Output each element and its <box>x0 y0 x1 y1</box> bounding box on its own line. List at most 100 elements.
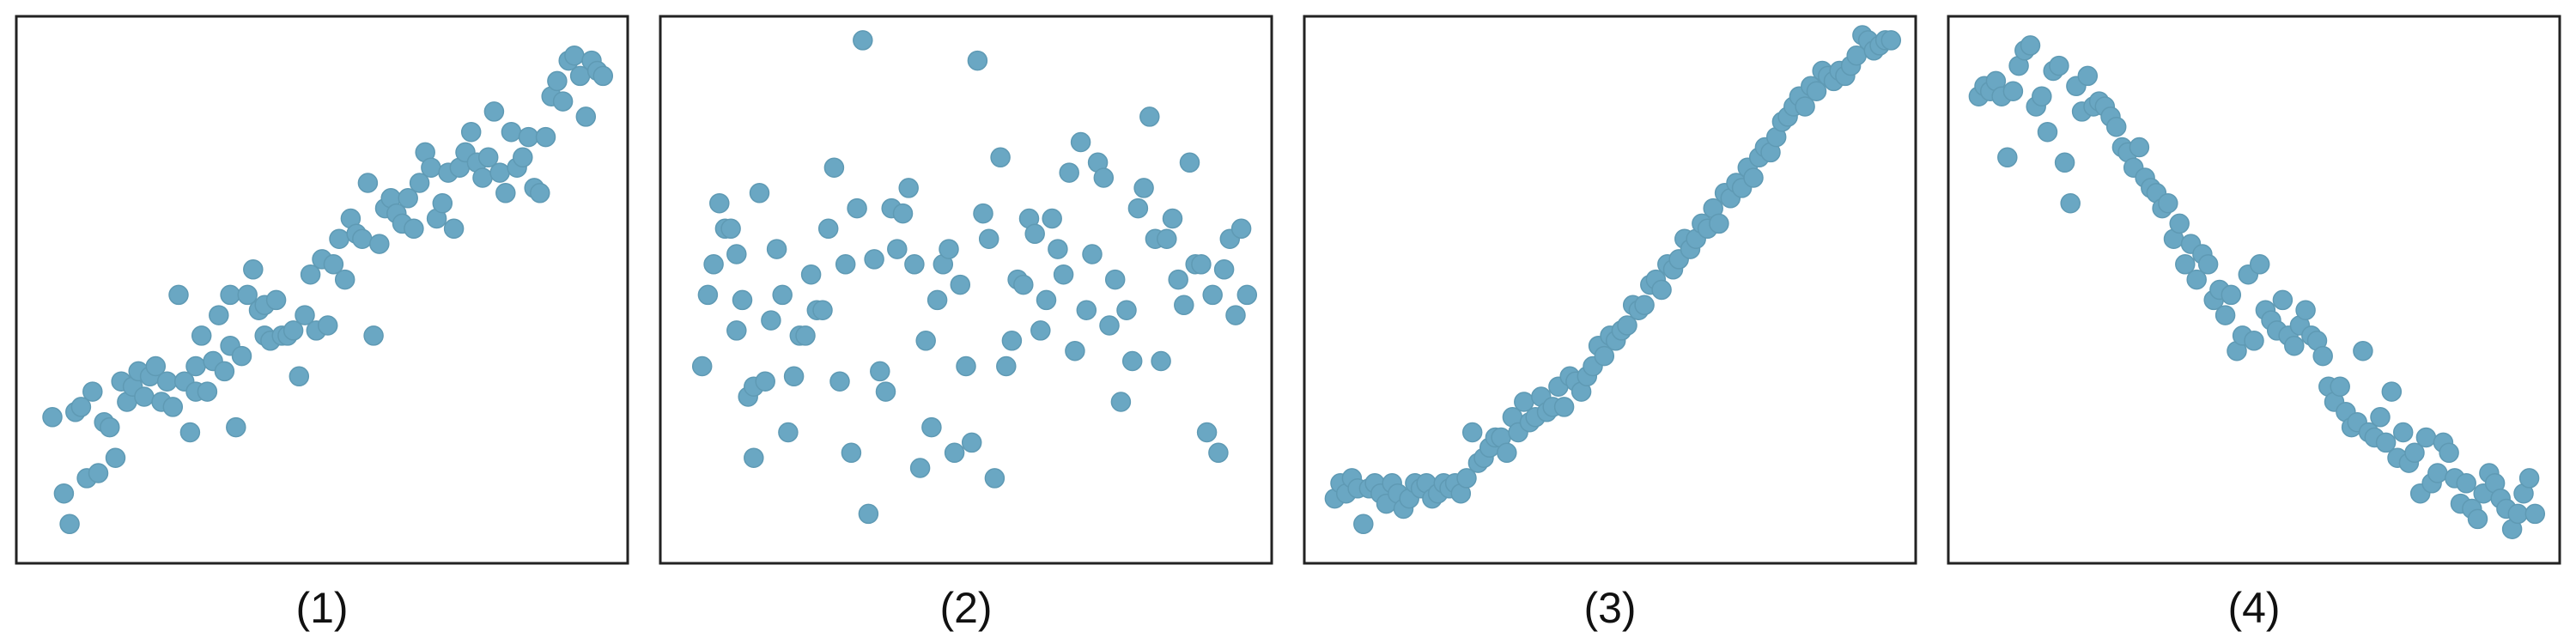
data-point <box>162 397 184 417</box>
data-point <box>1795 96 1815 117</box>
data-point <box>564 45 585 66</box>
data-point <box>2353 340 2373 361</box>
data-point <box>42 407 63 428</box>
data-point <box>973 203 993 224</box>
data-point <box>2439 442 2459 464</box>
data-point <box>1651 279 1672 301</box>
data-point <box>2215 305 2236 325</box>
panel-label-2: (2) <box>939 584 992 632</box>
data-point <box>800 264 822 285</box>
data-point <box>2524 503 2546 525</box>
data-point <box>864 249 884 270</box>
data-point <box>766 239 787 259</box>
panel-label-3: (3) <box>1583 584 1636 632</box>
data-point <box>592 65 614 87</box>
scatter-panel-3: (3) <box>1303 15 1917 632</box>
data-point <box>2060 192 2081 214</box>
data-point <box>145 355 167 377</box>
data-point <box>1196 422 1218 443</box>
data-point <box>409 173 430 193</box>
data-point <box>2221 284 2242 306</box>
data-point <box>2037 121 2058 143</box>
data-point <box>2375 432 2397 453</box>
data-point <box>1743 167 1764 188</box>
data-point <box>720 218 741 240</box>
data-point <box>300 264 321 285</box>
scatter-panel-2: (2) <box>659 15 1273 632</box>
data-point <box>518 126 539 148</box>
data-point <box>755 371 775 392</box>
data-point <box>835 254 856 275</box>
data-point <box>2054 152 2075 173</box>
data-point <box>1162 208 1183 229</box>
data-point <box>460 121 482 143</box>
data-point <box>265 289 287 311</box>
data-point <box>1065 340 1085 361</box>
data-point <box>226 416 246 438</box>
data-point <box>978 228 999 249</box>
data-point <box>2244 331 2264 351</box>
data-point <box>944 442 965 464</box>
data-point <box>2175 254 2196 275</box>
data-point <box>887 239 908 259</box>
data-point <box>2105 116 2127 137</box>
points-group-2 <box>691 30 1258 525</box>
data-point <box>703 254 724 275</box>
data-point <box>1594 345 1615 367</box>
data-point <box>1236 284 1258 306</box>
data-point <box>1456 468 1477 489</box>
data-point <box>772 284 793 306</box>
data-point <box>1997 147 2018 168</box>
data-point <box>2169 213 2190 234</box>
data-point <box>156 371 178 392</box>
data-point <box>1157 228 1177 249</box>
data-point <box>1013 274 1034 295</box>
data-point <box>59 513 80 535</box>
data-point <box>2020 35 2041 56</box>
data-point <box>185 355 206 377</box>
data-point <box>1709 213 1729 234</box>
data-point <box>489 162 510 183</box>
data-point <box>214 361 235 382</box>
data-point <box>909 458 931 478</box>
data-point <box>283 320 304 341</box>
data-point <box>927 289 948 311</box>
data-point <box>334 269 355 290</box>
data-point <box>1461 422 1483 443</box>
data-point <box>1070 131 1091 153</box>
data-point <box>134 386 155 407</box>
data-point <box>783 366 805 387</box>
data-point <box>858 503 879 525</box>
data-point <box>2404 442 2425 464</box>
data-point <box>2330 376 2350 397</box>
data-point <box>88 463 109 483</box>
data-point <box>726 320 747 341</box>
data-point <box>1048 239 1068 259</box>
data-point <box>2392 422 2414 443</box>
data-point <box>744 447 764 468</box>
data-point <box>1030 320 1051 341</box>
data-point <box>2518 468 2540 489</box>
data-point <box>547 70 568 92</box>
data-point <box>2284 335 2305 356</box>
scatter-panel-4: (4) <box>1947 15 2561 632</box>
data-point <box>179 422 201 443</box>
data-point <box>1024 223 1045 245</box>
data-point <box>795 325 816 346</box>
data-point <box>231 345 252 367</box>
data-point <box>921 416 942 438</box>
data-point <box>1617 315 1637 336</box>
data-point <box>1208 442 1229 464</box>
data-point <box>817 218 839 240</box>
data-point <box>2002 81 2024 101</box>
data-point <box>853 30 873 51</box>
data-point <box>1179 152 1200 173</box>
data-point <box>2077 65 2099 87</box>
data-point <box>961 432 982 453</box>
data-point <box>1059 162 1079 183</box>
points-group-3 <box>1324 25 1902 535</box>
data-point <box>191 325 212 346</box>
data-point <box>2381 381 2403 402</box>
data-point <box>1168 269 1188 290</box>
data-point <box>1110 392 1132 412</box>
